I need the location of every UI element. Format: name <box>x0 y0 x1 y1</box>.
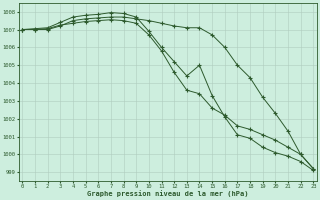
X-axis label: Graphe pression niveau de la mer (hPa): Graphe pression niveau de la mer (hPa) <box>87 190 249 197</box>
